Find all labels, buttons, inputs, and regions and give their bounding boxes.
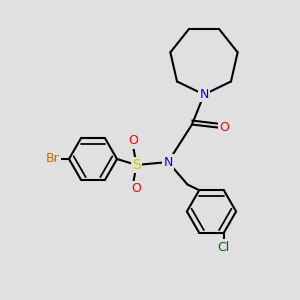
Text: N: N xyxy=(163,155,173,169)
Text: O: O xyxy=(132,182,141,196)
Text: O: O xyxy=(219,121,229,134)
Text: Br: Br xyxy=(46,152,59,166)
Text: S: S xyxy=(132,158,141,172)
Text: Cl: Cl xyxy=(218,241,230,254)
Text: N: N xyxy=(199,88,209,101)
Text: O: O xyxy=(129,134,138,148)
